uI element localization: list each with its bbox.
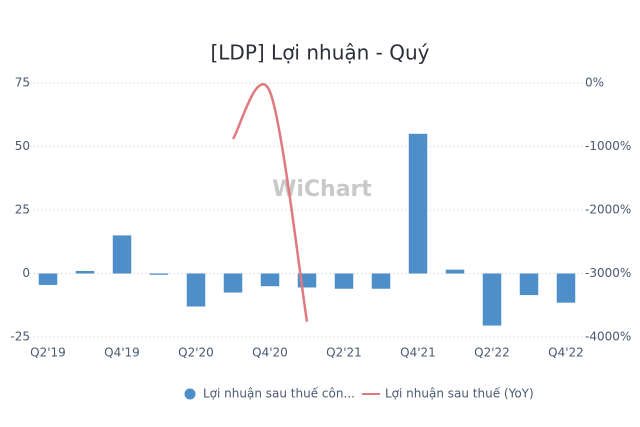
x-tick-label: Q2'20 xyxy=(178,346,214,360)
legend-label: Lợi nhuận sau thuế côn... xyxy=(203,387,355,401)
y2-tick-label: -1000% xyxy=(585,139,631,153)
legend-marker xyxy=(184,388,196,400)
y2-tick-label: -3000% xyxy=(585,266,631,280)
legend-label: Lợi nhuận sau thuế (YoY) xyxy=(385,387,534,401)
y2-tick-label: -2000% xyxy=(585,203,631,217)
y-tick-label: 75 xyxy=(15,76,30,90)
bar xyxy=(149,273,169,275)
bar xyxy=(260,273,280,287)
x-tick-label: Q2'21 xyxy=(326,346,362,360)
bar xyxy=(408,133,428,274)
bar xyxy=(334,273,354,289)
x-tick-label: Q2'22 xyxy=(474,346,510,360)
bar xyxy=(38,273,58,285)
bar xyxy=(482,273,502,326)
y-tick-label: 50 xyxy=(15,139,30,153)
x-tick-label: Q4'21 xyxy=(400,346,436,360)
bar xyxy=(445,269,465,274)
bar xyxy=(75,270,95,274)
y-tick-label: 0 xyxy=(22,266,30,280)
y-tick-label: -25 xyxy=(10,330,30,344)
bar xyxy=(556,273,576,303)
chart-title: [LDP] Lợi nhuận - Quý xyxy=(210,41,429,65)
x-tick-label: Q4'19 xyxy=(104,346,140,360)
x-tick-label: Q4'20 xyxy=(252,346,288,360)
bar xyxy=(371,273,391,289)
bar xyxy=(186,273,206,307)
bar xyxy=(112,235,132,274)
bar xyxy=(223,273,243,293)
line xyxy=(231,82,309,322)
y-tick-label: 25 xyxy=(15,203,30,217)
x-tick-label: Q4'22 xyxy=(548,346,584,360)
bar xyxy=(519,273,539,296)
y2-tick-label: 0% xyxy=(585,76,604,90)
x-tick-label: Q2'19 xyxy=(30,346,66,360)
y2-tick-label: -4000% xyxy=(585,330,631,344)
